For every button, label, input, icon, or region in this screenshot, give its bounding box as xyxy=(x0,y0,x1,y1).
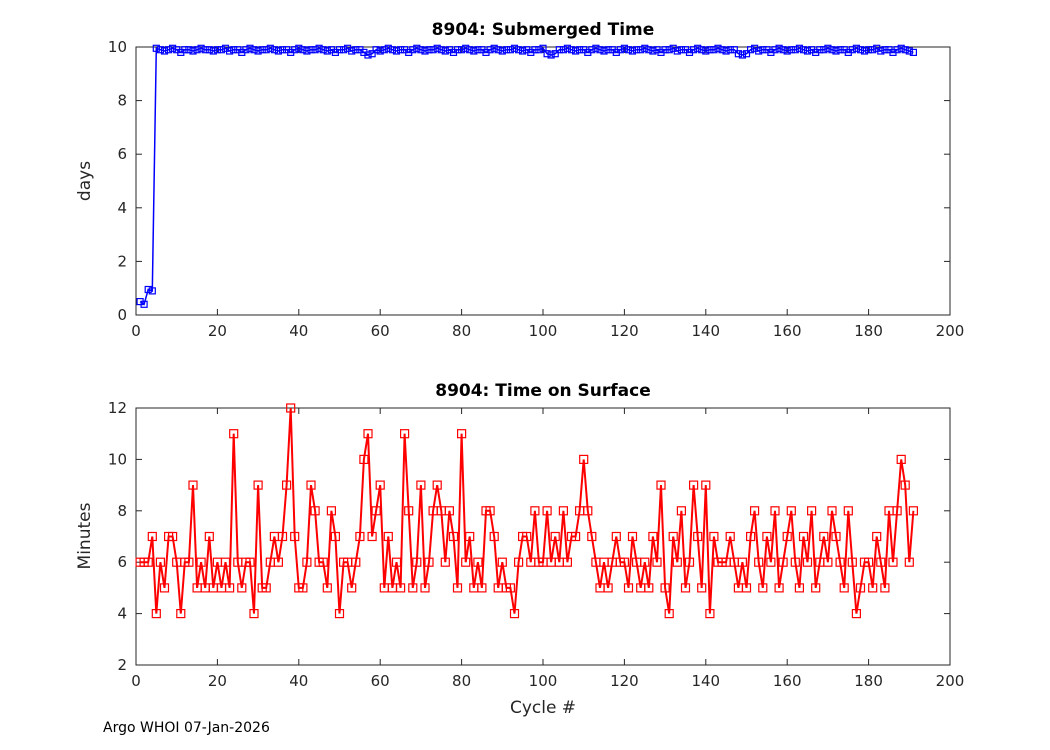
x-tick-label: 20 xyxy=(208,322,227,340)
y-tick-label: 0 xyxy=(117,306,127,324)
y-tick-label: 6 xyxy=(117,145,127,163)
x-tick-label: 20 xyxy=(208,672,227,690)
y-tick-label: 2 xyxy=(117,656,127,674)
x-tick-label: 140 xyxy=(691,672,720,690)
y-tick-label: 4 xyxy=(117,199,127,217)
y-tick-label: 8 xyxy=(117,92,127,110)
x-axis-label-cycle: Cycle # xyxy=(509,698,577,718)
x-tick-label: 120 xyxy=(610,322,639,340)
tick-labels: 0 20 40 60 80 100 120 140 160 180 200 2 4 6 8 10 12 xyxy=(108,399,964,690)
x-tick-label: 160 xyxy=(773,672,802,690)
x-tick-label: 60 xyxy=(371,322,390,340)
y-tick-label: 8 xyxy=(117,502,127,520)
y-tick-label: 6 xyxy=(117,553,127,571)
y-tick-label: 10 xyxy=(108,38,127,56)
chart-title-time-on-surface: 8904: Time on Surface xyxy=(435,381,651,401)
y-tick-label: 2 xyxy=(117,252,127,270)
figure-credit: Argo WHOI 07-Jan-2026 xyxy=(103,720,270,736)
x-tick-label: 160 xyxy=(773,322,802,340)
surface-time-chart: 0 20 40 60 80 100 120 140 160 180 200 2 4 6 8 10 12 xyxy=(108,399,964,690)
x-tick-label: 40 xyxy=(289,322,308,340)
y-tick-label: 4 xyxy=(117,605,127,623)
x-tick-label: 180 xyxy=(854,672,883,690)
x-tick-label: 60 xyxy=(371,672,390,690)
y-tick-label: 12 xyxy=(108,399,127,417)
tick-labels: 0 20 40 60 80 100 120 140 160 180 200 0 2 4 6 8 10 xyxy=(108,38,964,340)
x-tick-label: 40 xyxy=(289,672,308,690)
x-tick-label: 80 xyxy=(452,322,471,340)
x-tick-label: 100 xyxy=(529,672,558,690)
y-tick-label: 10 xyxy=(108,450,127,468)
x-tick-label: 0 xyxy=(131,672,141,690)
plot-frame xyxy=(135,407,951,666)
x-tick-label: 80 xyxy=(452,672,471,690)
submerged-time-chart: 0 20 40 60 80 100 120 140 160 180 200 0 2 4 6 8 10 xyxy=(108,38,964,340)
tick-marks xyxy=(135,407,951,666)
x-tick-label: 0 xyxy=(131,322,141,340)
chart-title-submerged-time: 8904: Submerged Time xyxy=(431,20,655,40)
x-tick-label: 100 xyxy=(529,322,558,340)
x-tick-label: 180 xyxy=(854,322,883,340)
data-markers xyxy=(135,403,919,619)
data-markers xyxy=(136,44,918,308)
plot-frame xyxy=(135,46,951,316)
x-tick-label: 140 xyxy=(691,322,720,340)
x-tick-label: 200 xyxy=(936,322,965,340)
x-tick-label: 120 xyxy=(610,672,639,690)
x-tick-label: 200 xyxy=(936,672,965,690)
